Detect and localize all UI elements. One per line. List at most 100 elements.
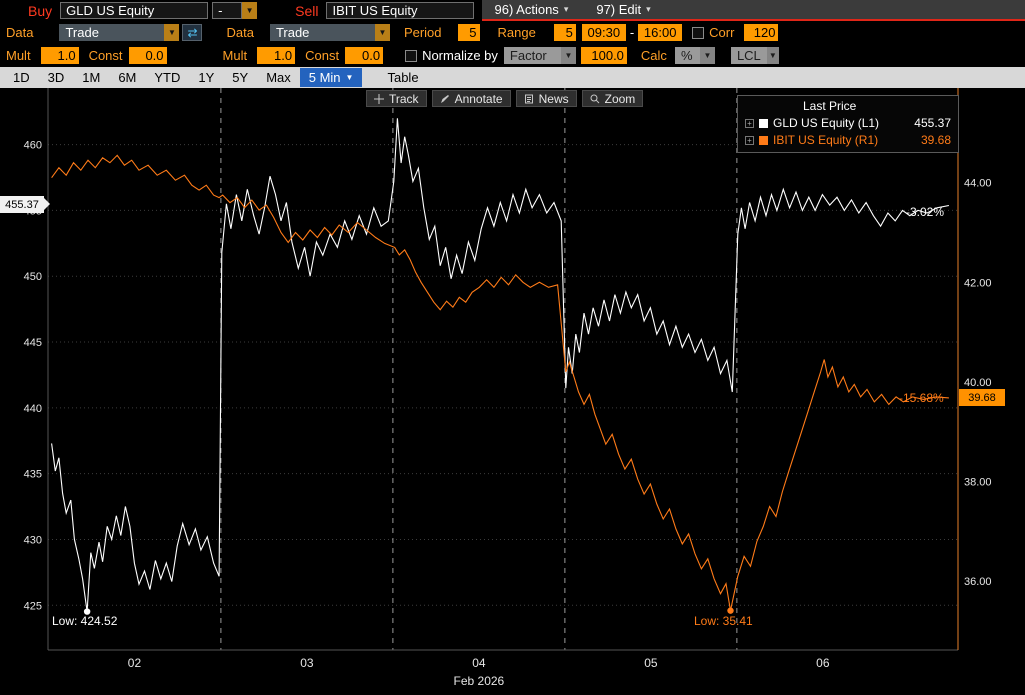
tab-max[interactable]: Max [266, 70, 291, 85]
right-axis-tick: 40.00 [964, 377, 992, 389]
time-start-input[interactable]: 09:30 [581, 24, 626, 41]
gld-low-annotation: Low: 424.52 [52, 614, 118, 628]
left-axis-tick: 460 [24, 140, 42, 152]
interval-select[interactable]: 5 Min ▼ [299, 68, 363, 87]
expand-icon[interactable]: + [745, 135, 754, 145]
news-button[interactable]: News [515, 90, 577, 107]
data1-label: Data [6, 25, 34, 40]
time-separator: - [629, 25, 635, 40]
low-marker-dot [83, 608, 91, 615]
chevron-down-icon: ▾ [563, 4, 569, 14]
factor-select[interactable]: Factor ▼ [503, 47, 576, 64]
ibit-low-annotation: Low: 35.41 [694, 614, 753, 628]
controls-row-2: Mult 1.0 Const 0.0 Mult 1.0 Const 0.0 No… [0, 44, 1025, 67]
right-axis-tick: 36.00 [964, 576, 992, 588]
tab-5y[interactable]: 5Y [232, 70, 249, 85]
right-axis-tick: 42.00 [964, 277, 992, 289]
top-toolbar: Buy GLD US Equity - ▼ Sell IBIT US Equit… [0, 0, 1025, 21]
ibit-color-swatch [759, 135, 768, 145]
menu-strip: 96) Actions ▾ 97) Edit ▾ [482, 0, 1025, 21]
const2-input[interactable]: 0.0 [345, 47, 384, 64]
chart-region: 42543043544044545045546036.0038.0040.004… [0, 88, 1025, 695]
sell-ticker-input[interactable]: IBIT US Equity [326, 2, 475, 19]
zoom-button[interactable]: Zoom [581, 90, 644, 107]
pencil-icon [440, 94, 449, 103]
buy-ticker-input[interactable]: GLD US Equity [60, 2, 209, 19]
const2-label: Const [305, 48, 340, 63]
right-axis-tick: 38.00 [964, 477, 992, 489]
pair-selector[interactable]: - ▼ [212, 2, 258, 19]
corr-label: Corr [709, 25, 735, 40]
news-icon [524, 94, 533, 103]
mult1-input[interactable]: 1.0 [40, 47, 79, 64]
factor-amount-input[interactable]: 100.0 [580, 47, 627, 64]
expand-icon[interactable]: + [745, 118, 754, 128]
chevron-down-icon[interactable]: ▼ [766, 47, 779, 64]
magnifier-icon [590, 94, 599, 103]
legend-row-ibit[interactable]: + IBIT US Equity (R1) 39.68 [745, 133, 951, 147]
tab-1m[interactable]: 1M [82, 70, 101, 85]
calc-select[interactable]: % ▼ [674, 47, 715, 64]
tab-table[interactable]: Table [387, 70, 419, 85]
corr-checkbox[interactable] [692, 26, 705, 39]
left-axis-tick: 430 [24, 534, 42, 546]
mult1-label: Mult [6, 48, 31, 63]
left-axis-tick: 435 [24, 469, 42, 481]
left-axis-tick: 450 [24, 271, 42, 283]
period-input[interactable]: 5 [457, 24, 480, 41]
gld-color-swatch [759, 118, 768, 128]
range-input[interactable]: 5 [553, 24, 576, 41]
actions-menu-label: 96) Actions [494, 2, 559, 17]
chart-toolbar: Track Annotate News Zoom [366, 90, 644, 107]
chevron-down-icon: ▼ [345, 73, 354, 82]
time-end-input[interactable]: 16:00 [638, 24, 683, 41]
mult2-input[interactable]: 1.0 [257, 47, 296, 64]
const1-label: Const [88, 48, 123, 63]
x-axis-label: 02 [128, 656, 142, 670]
corr-input[interactable]: 120 [744, 24, 779, 41]
actions-menu-button[interactable]: 96) Actions ▾ [494, 2, 568, 17]
chart-legend: Last Price + GLD US Equity (L1) 455.37 +… [737, 95, 959, 153]
swap-icon: ⇄ [187, 25, 198, 40]
ibit-last-price-axis-marker: 39.68 [959, 389, 1005, 406]
price-chart[interactable]: 42543043544044545045546036.0038.0040.004… [0, 88, 1025, 695]
tab-ytd[interactable]: YTD [154, 70, 181, 85]
legend-label: GLD US Equity (L1) [773, 116, 880, 130]
legend-label: IBIT US Equity (R1) [773, 133, 879, 147]
chevron-down-icon: ▾ [646, 4, 651, 14]
series-gld [51, 118, 950, 612]
ibit-percent-change: -15.68% [899, 391, 944, 405]
chevron-down-icon[interactable]: ▼ [560, 47, 576, 64]
chevron-down-icon[interactable]: ▼ [164, 24, 180, 41]
swap-button[interactable]: ⇄ [182, 24, 203, 41]
chevron-down-icon[interactable]: ▼ [242, 2, 258, 19]
legend-value: 39.68 [920, 133, 951, 147]
tab-1d[interactable]: 1D [13, 70, 30, 85]
right-axis-tick: 44.00 [964, 178, 992, 190]
period-label: Period [403, 25, 442, 40]
legend-value: 455.37 [914, 116, 951, 130]
annotate-button[interactable]: Annotate [431, 90, 511, 107]
edit-menu-button[interactable]: 97) Edit ▾ [596, 2, 650, 17]
chevron-down-icon[interactable]: ▼ [374, 24, 390, 41]
data2-label: Data [226, 25, 254, 40]
track-button[interactable]: Track [366, 90, 427, 107]
pair-selector-value: - [212, 2, 243, 19]
tab-3d[interactable]: 3D [47, 70, 65, 85]
x-axis-title: Feb 2026 [454, 674, 505, 688]
crosshair-icon [374, 93, 384, 104]
controls-row-1: Data Trade ▼ ⇄ Data Trade ▼ Period 5 Ran… [0, 21, 1025, 44]
normalize-checkbox[interactable] [405, 49, 418, 62]
x-axis-label: 04 [472, 656, 486, 670]
lcl-select[interactable]: LCL ▼ [730, 47, 779, 64]
tab-1y[interactable]: 1Y [198, 70, 215, 85]
data1-select[interactable]: Trade ▼ [59, 24, 180, 41]
edit-menu-label: 97) Edit [596, 2, 642, 17]
data2-select[interactable]: Trade ▼ [269, 24, 390, 41]
const1-input[interactable]: 0.0 [128, 47, 167, 64]
chevron-down-icon[interactable]: ▼ [699, 47, 715, 64]
tab-6m[interactable]: 6M [118, 70, 137, 85]
period-tab-bar: 1D 3D 1M 6M YTD 1Y 5Y Max 5 Min ▼ Table [0, 67, 1025, 88]
legend-row-gld[interactable]: + GLD US Equity (L1) 455.37 [745, 116, 951, 130]
